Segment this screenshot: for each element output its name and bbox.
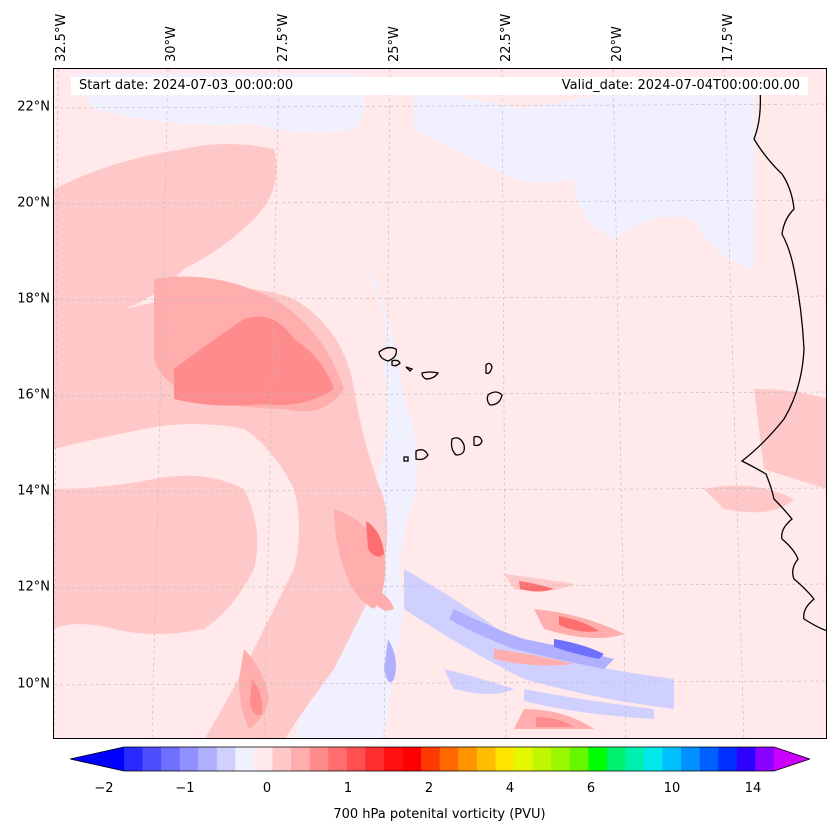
valid-date-label: Valid_date: 2024-07-04T00:00:00.00 bbox=[561, 78, 800, 93]
coastline bbox=[740, 88, 826, 632]
colorbar-segment bbox=[495, 747, 515, 771]
pv-field bbox=[54, 69, 826, 738]
start-date-label: Start date: 2024-07-03_00:00:00 bbox=[79, 78, 294, 93]
colorbar-segment bbox=[402, 747, 422, 771]
colorbar-segment bbox=[216, 747, 236, 771]
colorbar-segment bbox=[272, 747, 292, 771]
lat-label: 20°N bbox=[17, 195, 50, 211]
colorbar-tick-label: −2 bbox=[94, 781, 114, 796]
colorbar-tick-label: 10 bbox=[663, 781, 681, 796]
colorbar-segment bbox=[736, 747, 756, 771]
pv-region-pink bbox=[374, 589, 394, 611]
pv-region-light-blue bbox=[444, 669, 514, 694]
pv-region-light-blue bbox=[404, 569, 674, 709]
colorbar-segment bbox=[606, 747, 626, 771]
colorbar-segment bbox=[476, 747, 496, 771]
colorbar-segment bbox=[254, 747, 274, 771]
colorbar-segment bbox=[551, 747, 571, 771]
colorbar-segment bbox=[439, 747, 459, 771]
pv-region-pink bbox=[54, 475, 258, 634]
lat-label: 10°N bbox=[17, 676, 50, 692]
colorbar-segment bbox=[365, 747, 385, 771]
lon-label: 25°W bbox=[387, 26, 402, 62]
pv-region-pink bbox=[704, 485, 794, 513]
pv-region-red bbox=[250, 679, 263, 716]
pv-region-pink bbox=[334, 509, 386, 609]
date-info-bar: Start date: 2024-07-03_00:00:00 Valid_da… bbox=[71, 77, 808, 95]
colorbar-segment bbox=[625, 747, 645, 771]
lon-label: 27.5°W bbox=[276, 13, 291, 62]
pv-region-red bbox=[366, 521, 384, 557]
colorbar-segment bbox=[291, 747, 311, 771]
colorbar-segment bbox=[384, 747, 404, 771]
colorbar-segment bbox=[124, 747, 144, 771]
lon-label: 20°W bbox=[610, 26, 625, 62]
colorbar-segment bbox=[718, 747, 738, 771]
pv-region-red bbox=[536, 717, 574, 727]
colorbar-tick-label: 4 bbox=[505, 781, 515, 796]
colorbar-outline bbox=[70, 746, 810, 772]
colorbar-extend-min bbox=[70, 747, 124, 771]
lat-label: 22°N bbox=[17, 99, 50, 115]
colorbar-segment bbox=[179, 747, 199, 771]
pv-region-blue bbox=[449, 609, 614, 669]
pv-region-red bbox=[559, 616, 599, 632]
pv-region-red bbox=[519, 581, 554, 592]
colorbar-segment bbox=[198, 747, 218, 771]
colorbar-segment bbox=[309, 747, 329, 771]
lon-label: 17.5°W bbox=[721, 13, 736, 62]
colorbar-tick-label: 6 bbox=[586, 781, 596, 796]
lat-label: 12°N bbox=[17, 579, 50, 595]
colorbar-extend-max bbox=[774, 747, 810, 771]
colorbar-segment bbox=[421, 747, 441, 771]
colorbar bbox=[70, 746, 810, 772]
colorbar-segment bbox=[681, 747, 701, 771]
colorbar-tick-label: 0 bbox=[262, 781, 272, 796]
lon-label: 22.5°W bbox=[499, 13, 514, 62]
lat-label: 16°N bbox=[17, 387, 50, 403]
lat-label: 18°N bbox=[17, 291, 50, 307]
pv-region-light-blue bbox=[524, 689, 654, 719]
colorbar-segment bbox=[235, 747, 255, 771]
colorbar-title: 700 hPa potenital vorticity (PVU) bbox=[333, 807, 546, 822]
colorbar-tick-label: −1 bbox=[175, 781, 195, 796]
lat-label: 14°N bbox=[17, 483, 50, 499]
colorbar-segment bbox=[328, 747, 348, 771]
pv-region-light-blue bbox=[414, 89, 754, 269]
colorbar-segment bbox=[699, 747, 719, 771]
lon-label: 32.5°W bbox=[54, 13, 69, 62]
pv-region-light-blue bbox=[294, 259, 418, 738]
pv-region-red bbox=[174, 316, 334, 406]
cape-verde-islands bbox=[378, 346, 503, 462]
colorbar-segment bbox=[514, 747, 534, 771]
colorbar-segment bbox=[755, 747, 775, 771]
colorbar-segment bbox=[346, 747, 366, 771]
pv-region-pink bbox=[54, 144, 277, 329]
colorbar-segment bbox=[532, 747, 552, 771]
colorbar-segment bbox=[161, 747, 181, 771]
colorbar-segment bbox=[458, 747, 478, 771]
pv-region-blue bbox=[554, 639, 604, 659]
pv-region-pink bbox=[494, 649, 574, 666]
colorbar-tick-label: 2 bbox=[424, 781, 434, 796]
colorbar-segment bbox=[662, 747, 682, 771]
graticule bbox=[54, 69, 826, 738]
pv-region-light-blue bbox=[384, 639, 396, 683]
lon-label: 30°W bbox=[164, 26, 179, 62]
pv-region-pink bbox=[754, 389, 826, 489]
map-canvas[interactable] bbox=[53, 68, 827, 739]
colorbar-segment bbox=[569, 747, 589, 771]
colorbar-tick-label: 1 bbox=[343, 781, 353, 796]
colorbar-segments bbox=[70, 746, 810, 772]
colorbar-segment bbox=[142, 747, 162, 771]
colorbar-segment bbox=[644, 747, 664, 771]
colorbar-tick-label: 14 bbox=[744, 781, 762, 796]
colorbar-segment bbox=[588, 747, 608, 771]
